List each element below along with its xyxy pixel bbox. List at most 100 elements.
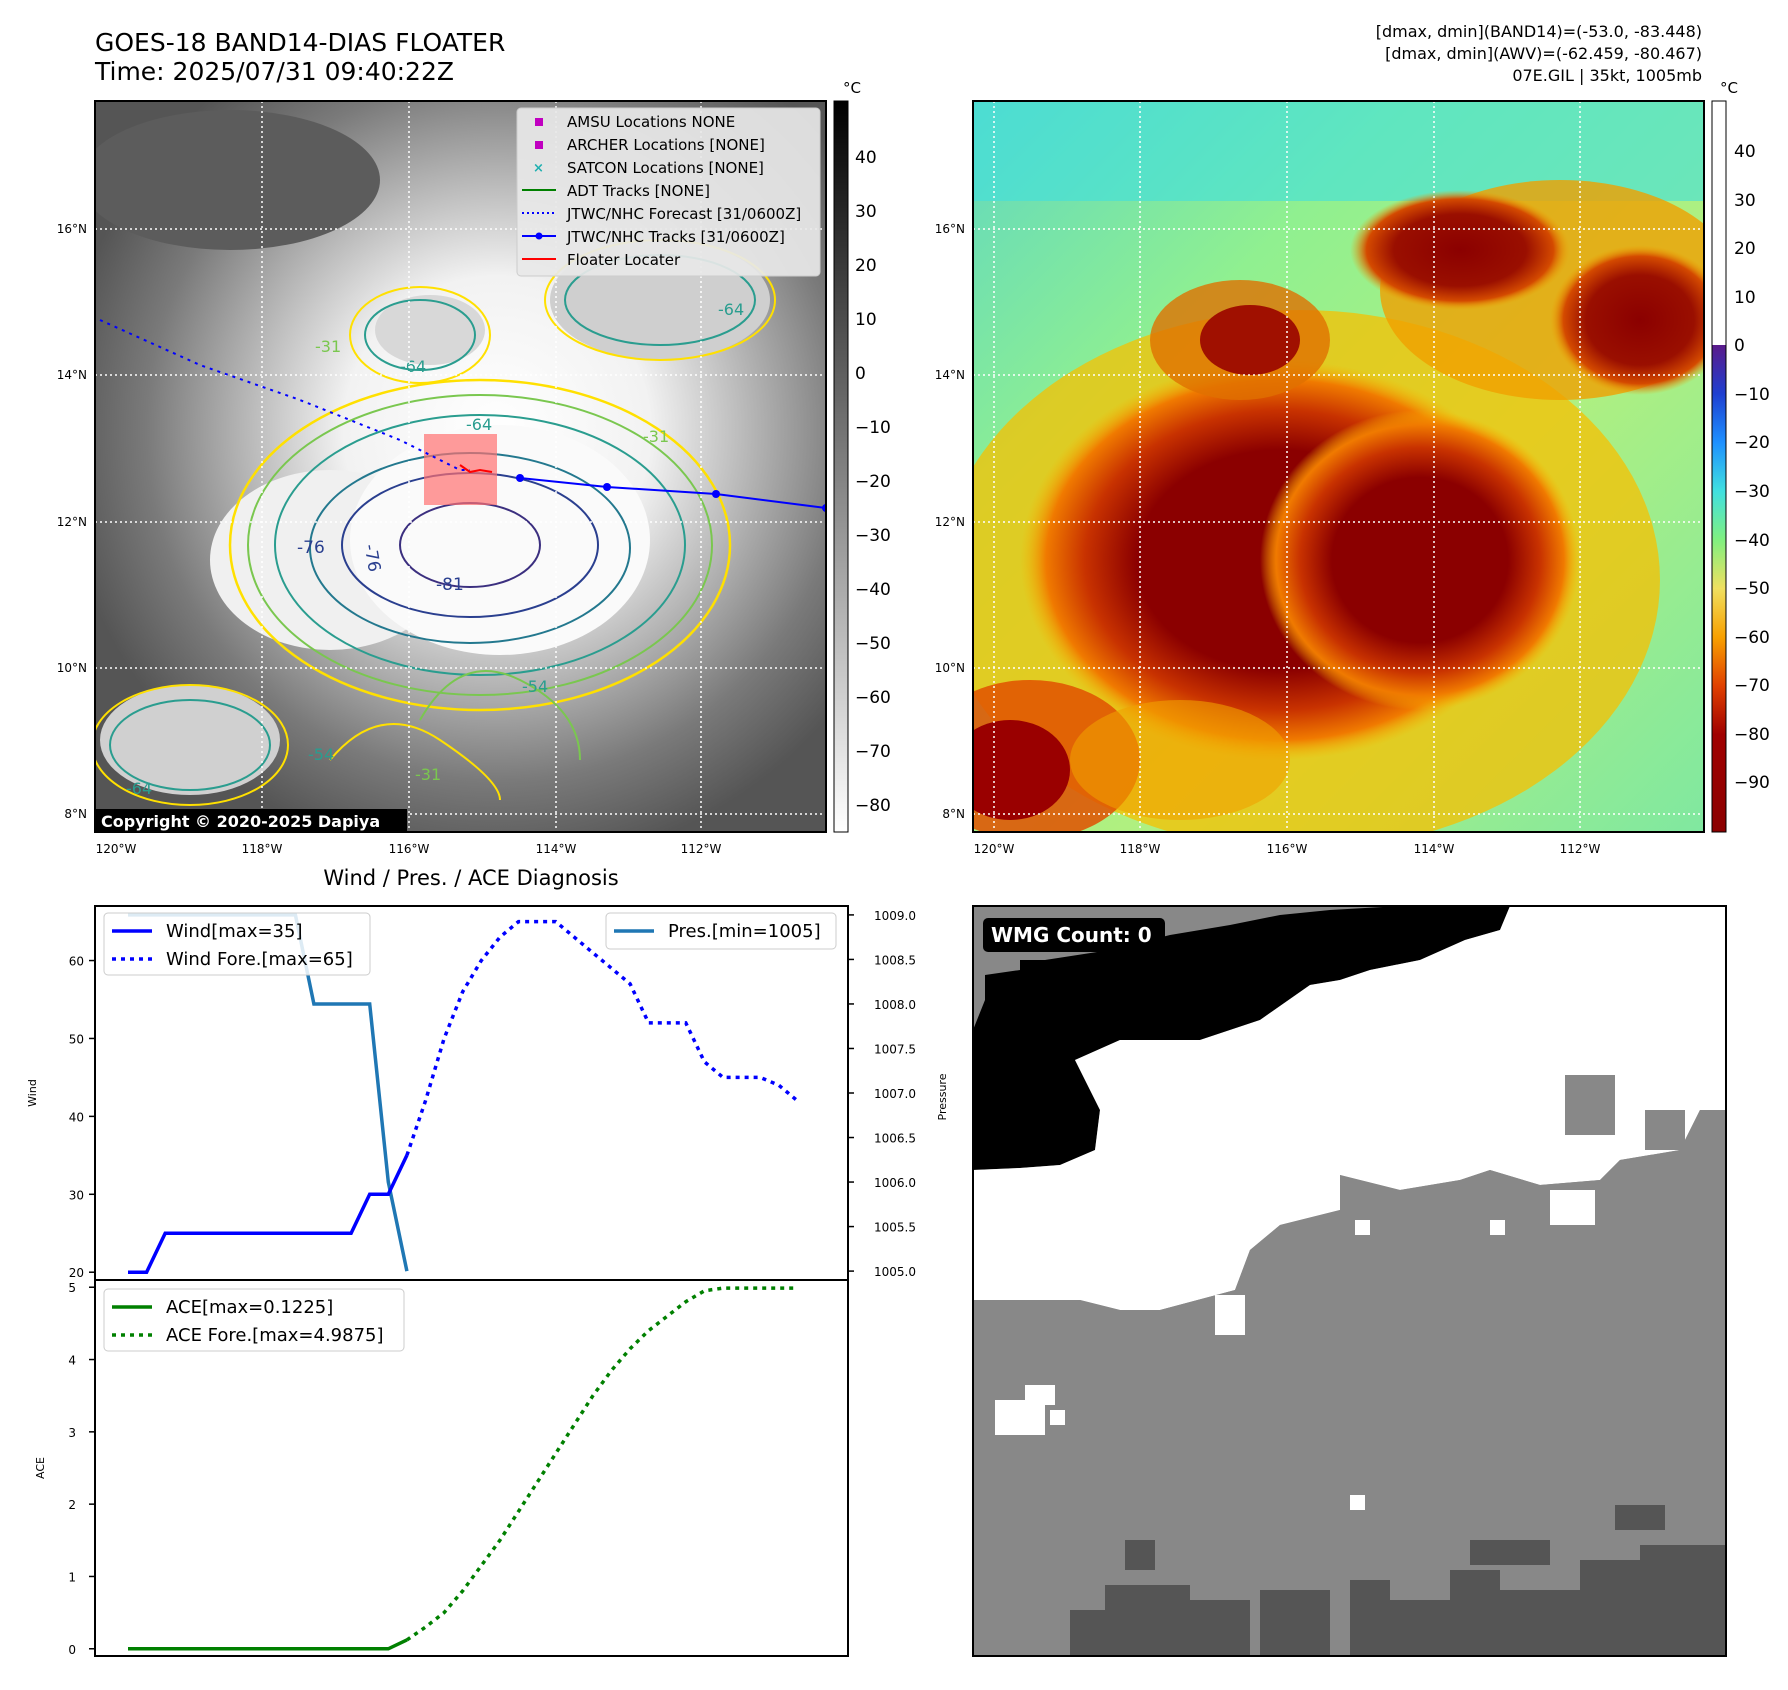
svg-text:120°W: 120°W [974,842,1015,856]
wind-ytick-label: 20 [69,1266,84,1280]
contour-label: -64 [466,415,492,434]
figure-title-line1: GOES-18 BAND14-DIAS FLOATER [95,28,506,57]
contour-label: -76 [359,543,384,574]
copyright-box [95,809,407,832]
svg-text:112°W: 112°W [681,842,722,856]
wind-legend: Wind[max=35] Wind Fore.[max=65] [103,912,371,976]
contour-label: -31 [643,427,669,446]
ace-ylabel: ACE [34,1457,47,1479]
svg-text:118°W: 118°W [242,842,283,856]
svg-text:Pres.[min=1005]: Pres.[min=1005] [668,921,821,942]
svg-text:8°N: 8°N [942,807,965,821]
color-lon-labels: 120°W 118°W 116°W 114°W 112°W [974,842,1601,856]
contour-label: -81 [436,575,464,595]
ace-ytick-label: 4 [68,1354,76,1368]
svg-text:12°N: 12°N [935,515,965,529]
color-colorbar: °C 40 30 20 10 0 −10 −20 −30 −40 −50 −60… [1711,79,1770,833]
svg-text:−70: −70 [855,742,891,762]
pressure-ytick-label: 1007.0 [874,1087,916,1101]
svg-text:16°N: 16°N [57,222,87,236]
svg-text:−50: −50 [855,634,891,654]
svg-text:20: 20 [1734,239,1756,259]
svg-text:−40: −40 [1734,531,1770,551]
legend-item: ARCHER Locations [NONE] [567,136,765,154]
svg-text:40: 40 [1734,142,1756,162]
gray-colorbar: °C 40 30 20 10 0 −10 −20 −30 −40 −50 −60… [833,79,891,833]
ace-ytick-label: 5 [68,1281,76,1295]
svg-text:8°N: 8°N [64,807,87,821]
legend-item: JTWC/NHC Forecast [31/0600Z] [566,205,801,223]
copyright-text: Copyright © 2020-2025 Dapiya [101,812,380,831]
svg-text:−20: −20 [855,472,891,492]
contour-label: -64 [718,300,744,319]
svg-text:−80: −80 [1734,725,1770,745]
svg-text:−20: −20 [1734,433,1770,453]
info-line2: [dmax, dmin](AWV)=(-62.459, -80.467) [1385,44,1702,63]
svg-text:116°W: 116°W [389,842,430,856]
wind-ytick-label: 30 [69,1188,84,1202]
svg-text:−10: −10 [1734,385,1770,405]
contour-label: -64 [400,357,426,376]
svg-text:114°W: 114°W [536,842,577,856]
legend-item: AMSU Locations NONE [567,113,735,131]
svg-text:112°W: 112°W [1560,842,1601,856]
gray-lat-labels: 16°N 14°N 12°N 10°N 8°N [57,222,87,821]
svg-text:−60: −60 [1734,628,1770,648]
svg-text:40: 40 [855,148,877,168]
pressure-legend: Pres.[min=1005] [605,912,837,950]
svg-text:16°N: 16°N [935,222,965,236]
svg-text:20: 20 [855,256,877,276]
legend-item: SATCON Locations [NONE] [567,159,764,177]
ace-ytick-label: 0 [68,1643,76,1657]
svg-text:°C: °C [1720,79,1738,97]
wind-series-line [128,1154,409,1274]
contours [95,239,776,806]
svg-text:0: 0 [855,364,866,384]
svg-text:10°N: 10°N [57,661,87,675]
svg-text:°C: °C [843,79,861,97]
forecast-track [99,319,470,471]
info-line1: [dmax, dmin](BAND14)=(-53.0, -83.448) [1375,22,1702,41]
wind-ytick-label: 50 [69,1032,84,1046]
wind-ytick-label: 40 [69,1110,84,1124]
contour-label: -31 [315,337,341,356]
svg-text:ACE[max=0.1225]: ACE[max=0.1225] [166,1297,333,1318]
svg-text:−90: −90 [1734,773,1770,793]
svg-text:−80: −80 [855,796,891,816]
contour-label: -76 [297,538,325,558]
gray-lon-labels: 120°W 118°W 116°W 114°W 112°W [96,842,722,856]
tracks-dot-icon [535,232,543,240]
map-legend: AMSU Locations NONE ARCHER Locations [NO… [516,107,821,277]
svg-text:118°W: 118°W [1120,842,1161,856]
contour-label: -54 [308,745,334,764]
diagnosis-title: Wind / Pres. / ACE Diagnosis [323,866,618,890]
svg-text:30: 30 [855,202,877,222]
legend-item: JTWC/NHC Tracks [31/0600Z] [566,228,785,246]
observed-track [519,477,826,509]
ace-forecast-series-line [405,1286,798,1642]
ace-legend: ACE[max=0.1225] ACE Fore.[max=4.9875] [103,1288,405,1352]
svg-text:−60: −60 [855,688,891,708]
pressure-ytick-label: 1008.0 [874,998,916,1012]
ace-ytick-label: 3 [68,1426,76,1440]
svg-text:Wind Fore.[max=65]: Wind Fore.[max=65] [166,949,353,970]
floater-box [424,434,497,505]
svg-text:114°W: 114°W [1414,842,1455,856]
svg-text:0: 0 [1734,336,1745,356]
svg-text:12°N: 12°N [57,515,87,529]
ace-ytick-label: 2 [68,1498,76,1512]
svg-text:14°N: 14°N [935,368,965,382]
svg-text:14°N: 14°N [57,368,87,382]
contour-label: -64 [126,779,152,798]
floater-locater-line [459,464,493,474]
ace-axes: 0 1 2 3 4 5 ACE ACE[max=0.1225] ACE Fore.[max… [34,1279,849,1657]
svg-text:116°W: 116°W [1267,842,1308,856]
wmg-count-label: WMG Count: 0 [991,923,1152,947]
amsu-marker-icon [535,118,543,126]
svg-text:ACE Fore.[max=4.9875]: ACE Fore.[max=4.9875] [166,1325,384,1346]
svg-text:−30: −30 [1734,482,1770,502]
pressure-ytick-label: 1009.0 [874,909,916,923]
legend-item: ADT Tracks [NONE] [567,182,710,200]
svg-text:120°W: 120°W [96,842,137,856]
contour-label: -54 [522,677,548,696]
